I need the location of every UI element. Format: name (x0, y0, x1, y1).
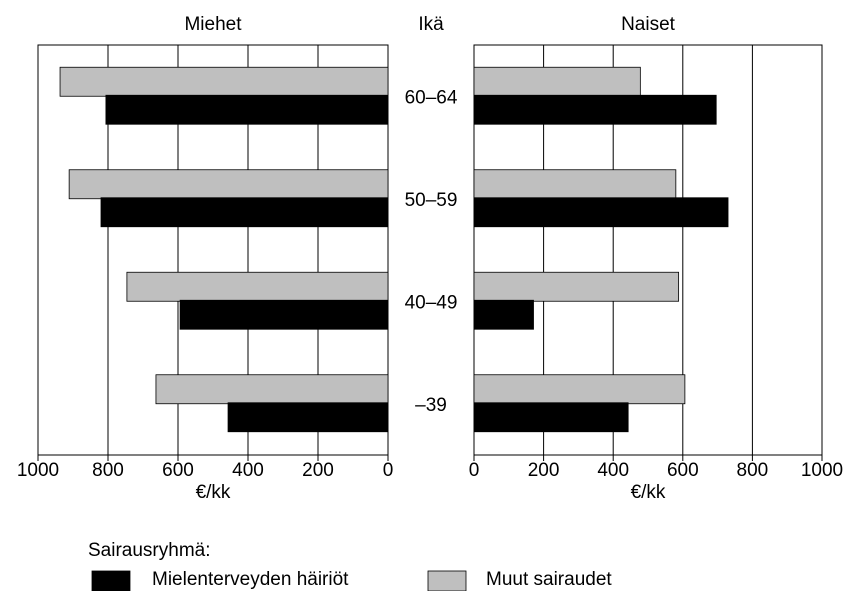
category-label: –39 (415, 395, 447, 416)
x-tick-label: 800 (92, 460, 124, 481)
category-label: 40–49 (405, 292, 458, 313)
x-tick-label: 0 (469, 460, 480, 481)
category-label-bg (392, 84, 470, 109)
bar (473, 197, 729, 228)
category-label: 50–59 (405, 190, 458, 211)
bar (473, 66, 641, 97)
bar (100, 197, 389, 228)
category-label: 60–64 (405, 87, 458, 108)
bar (179, 299, 389, 330)
bar (473, 271, 680, 302)
x-axis-label: €/kk (631, 482, 666, 503)
bar (473, 169, 677, 200)
bar (68, 169, 389, 200)
legend-swatch (427, 570, 467, 592)
category-axis-title: Ikä (418, 14, 444, 35)
bar (473, 402, 629, 433)
bar (105, 94, 389, 125)
x-tick-label: 600 (162, 460, 194, 481)
category-label-bg (392, 391, 470, 416)
bar (473, 374, 686, 405)
bar (126, 271, 389, 302)
x-axis-label: €/kk (196, 482, 231, 503)
panel-title: Miehet (184, 14, 242, 35)
x-tick-label: 0 (383, 460, 394, 481)
legend-label: Muut sairaudet (486, 569, 612, 590)
panel-title: Naiset (621, 14, 676, 35)
legend-swatch (91, 570, 131, 592)
bar (155, 374, 389, 405)
bar (473, 299, 534, 330)
category-label-bg (392, 289, 470, 314)
x-tick-label: 600 (667, 460, 699, 481)
bar (59, 66, 389, 97)
x-tick-label: 800 (737, 460, 769, 481)
x-tick-label: 400 (597, 460, 629, 481)
legend-label: Mielenterveyden häiriöt (152, 569, 349, 590)
x-tick-label: 200 (302, 460, 334, 481)
bar (227, 402, 389, 433)
x-tick-label: 1000 (17, 460, 59, 481)
legend-title: Sairausryhmä: (88, 540, 211, 561)
x-tick-label: 200 (528, 460, 560, 481)
x-tick-label: 400 (232, 460, 264, 481)
category-label-bg (392, 186, 470, 211)
bar (473, 94, 717, 125)
x-tick-label: 1000 (801, 460, 843, 481)
